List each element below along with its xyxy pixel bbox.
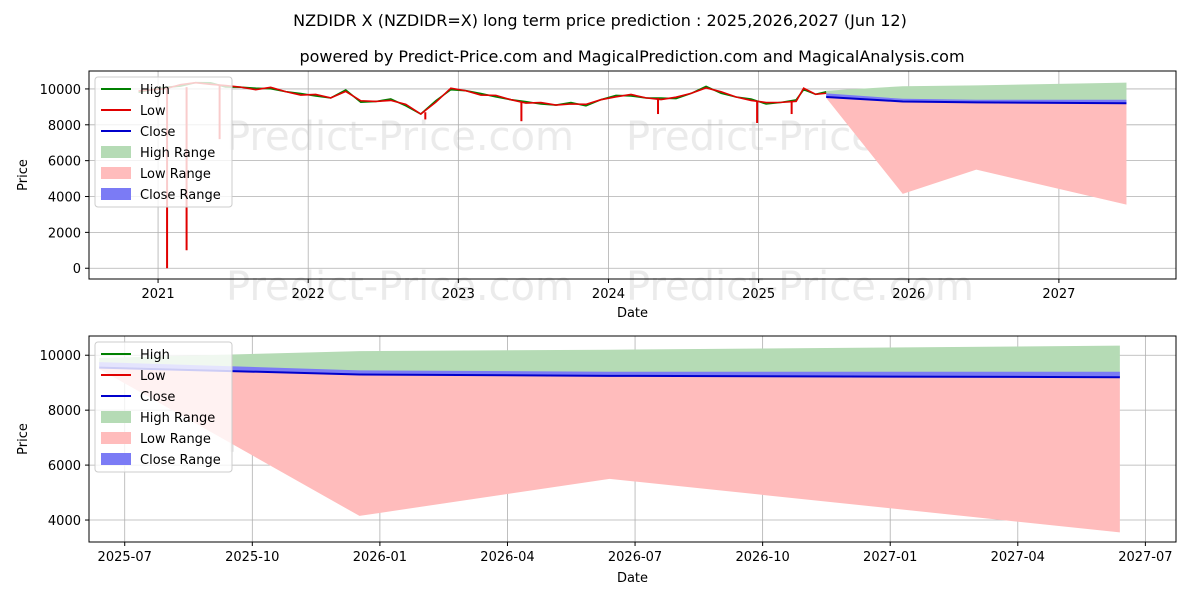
y-tick-label: 4000 xyxy=(48,191,81,206)
x-tick-label: 2024 xyxy=(592,287,625,302)
x-tick-label: 2021 xyxy=(142,287,175,302)
legend-label: Low xyxy=(140,369,166,384)
watermark-text: Predict-Price.com xyxy=(226,264,574,310)
panel-historical: Predict-Price.com Predict-Price.com Predic… xyxy=(16,70,1177,321)
legend-label: High Range xyxy=(140,411,215,426)
y-tick-label: 6000 xyxy=(48,155,81,170)
x-axis-label: Date xyxy=(617,571,648,586)
legend-label: High xyxy=(140,348,170,363)
y-tick-label: 10000 xyxy=(40,83,81,98)
x-tick-label: 2027 xyxy=(1042,287,1075,302)
low-history-line xyxy=(138,81,827,116)
chart-title: NZDIDR X (NZDIDR=X) long term price pred… xyxy=(293,11,907,30)
legend-patch-swatch xyxy=(101,188,131,200)
x-tick-label: 2025 xyxy=(742,287,775,302)
y-tick-label: 10000 xyxy=(40,349,81,364)
y-axis-label: Price xyxy=(16,423,31,455)
x-tick-label: 2026 xyxy=(892,287,925,302)
x-tick-label: 2027-04 xyxy=(991,550,1045,565)
y-tick-label: 8000 xyxy=(48,404,81,419)
low-range-area xyxy=(826,97,1127,205)
legend-label: Close Range xyxy=(140,188,221,203)
x-tick-label: 2023 xyxy=(442,287,475,302)
legend-label: Close xyxy=(140,125,175,140)
y-tick-label: 4000 xyxy=(48,514,81,529)
y-tick-label: 2000 xyxy=(48,226,81,241)
x-tick-label: 2022 xyxy=(292,287,325,302)
chart-subtitle: powered by Predict-Price.com and Magical… xyxy=(299,47,964,66)
y-axis-label: Price xyxy=(16,159,31,191)
x-tick-label: 2027-07 xyxy=(1118,550,1172,565)
x-axis-label: Date xyxy=(617,306,648,321)
legend-patch-swatch xyxy=(101,146,131,158)
legend-patch-swatch xyxy=(101,432,131,444)
legend-label: Low Range xyxy=(140,167,211,182)
y-tick-label: 0 xyxy=(73,262,81,277)
watermark-text: Predict-Price.com xyxy=(626,264,974,310)
legend-label: Close Range xyxy=(140,453,221,468)
x-tick-label: 2025-10 xyxy=(225,550,279,565)
high-range-area xyxy=(826,82,1127,104)
legend-patch-swatch xyxy=(101,453,131,465)
panel-forecast: Predict-Price.comPredict-Price.com2025-0… xyxy=(16,335,1177,586)
x-tick-label: 2026-04 xyxy=(480,550,534,565)
y-tick-label: 8000 xyxy=(48,119,81,134)
watermark-text: Predict-Price.com xyxy=(226,114,574,160)
legend-label: Low xyxy=(140,104,166,119)
x-tick-label: 2026-07 xyxy=(608,550,662,565)
high-range-area xyxy=(99,345,1120,378)
legend-patch-swatch xyxy=(101,167,131,179)
x-tick-label: 2026-01 xyxy=(353,550,407,565)
plot-frame xyxy=(88,335,1177,543)
low-range-area xyxy=(99,367,1120,533)
x-tick-label: 2027-01 xyxy=(863,550,917,565)
y-tick-label: 6000 xyxy=(48,459,81,474)
legend-patch-swatch xyxy=(101,411,131,423)
close-forecast-line xyxy=(826,96,1127,105)
x-tick-label: 2026-10 xyxy=(735,550,789,565)
legend-label: Low Range xyxy=(140,432,211,447)
x-tick-label: 2025-07 xyxy=(98,550,152,565)
legend-label: Close xyxy=(140,390,175,405)
legend-label: High xyxy=(140,83,170,98)
plot-frame xyxy=(88,70,1177,280)
legend-label: High Range xyxy=(140,146,215,161)
